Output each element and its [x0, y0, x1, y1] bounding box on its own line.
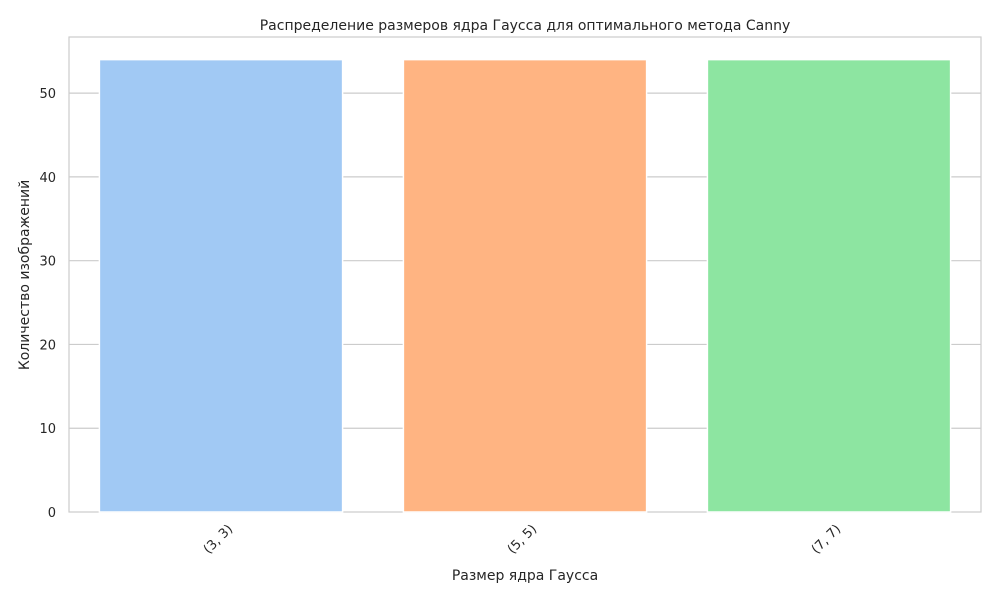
chart-title: Распределение размеров ядра Гаусса для о… — [260, 18, 791, 34]
y-axis-ticks: 0 10 20 30 40 50 — [39, 87, 56, 521]
y-tick-label: 50 — [39, 87, 56, 102]
y-tick-label: 20 — [39, 338, 56, 353]
y-tick-label: 30 — [39, 255, 56, 270]
x-axis-label: Размер ядра Гаусса — [452, 568, 598, 584]
y-tick-label: 10 — [39, 422, 56, 437]
plot-area: 0 10 20 30 40 50 (3, 3) (5, 5) (7, 7) — [39, 36, 982, 557]
y-tick-label: 40 — [39, 171, 56, 186]
x-tick-label: (7, 7) — [809, 522, 844, 557]
bar — [706, 58, 952, 513]
x-tick-label: (3, 3) — [201, 522, 236, 557]
bar — [402, 58, 648, 513]
x-axis-ticks: (3, 3) (5, 5) (7, 7) — [201, 522, 844, 557]
bar — [98, 58, 344, 513]
y-tick-label: 0 — [48, 506, 56, 521]
x-tick-label: (5, 5) — [505, 522, 540, 557]
bars — [98, 58, 952, 513]
y-axis-label: Количество изображений — [17, 180, 33, 370]
